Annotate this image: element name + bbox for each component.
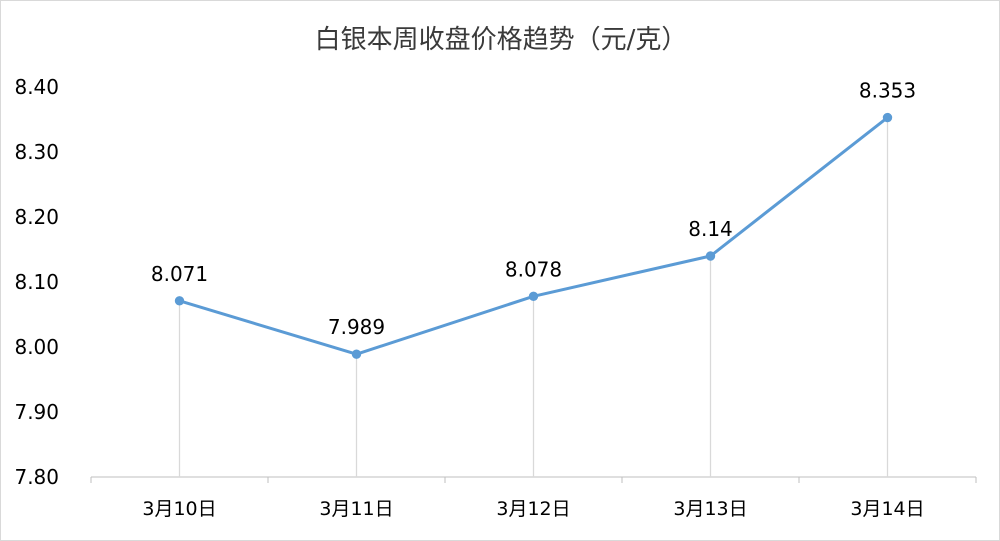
y-tick-label: 7.80 <box>14 465 59 489</box>
data-label: 8.353 <box>859 79 916 103</box>
data-label: 7.989 <box>328 315 385 339</box>
y-tick-label: 8.40 <box>14 75 59 99</box>
x-tick-label: 3月13日 <box>673 498 747 520</box>
data-label: 8.078 <box>505 257 562 281</box>
y-tick-label: 7.90 <box>14 400 59 424</box>
x-tick-label: 3月12日 <box>496 498 570 520</box>
y-tick-label: 8.00 <box>14 335 59 359</box>
data-point <box>882 112 893 123</box>
x-tick-label: 3月11日 <box>319 498 393 520</box>
data-label: 8.071 <box>151 262 208 286</box>
x-tick-label: 3月14日 <box>850 498 924 520</box>
data-label: 8.14 <box>688 217 733 241</box>
y-tick-label: 8.30 <box>14 140 59 164</box>
data-point <box>705 251 716 261</box>
data-point <box>351 349 362 359</box>
y-tick-label: 8.20 <box>14 205 59 229</box>
data-point <box>174 296 185 306</box>
chart-title: 白银本周收盘价格趋势（元/克） <box>314 25 688 55</box>
data-point <box>528 291 539 301</box>
y-tick-label: 8.10 <box>14 270 59 294</box>
x-tick-label: 3月10日 <box>142 498 216 520</box>
